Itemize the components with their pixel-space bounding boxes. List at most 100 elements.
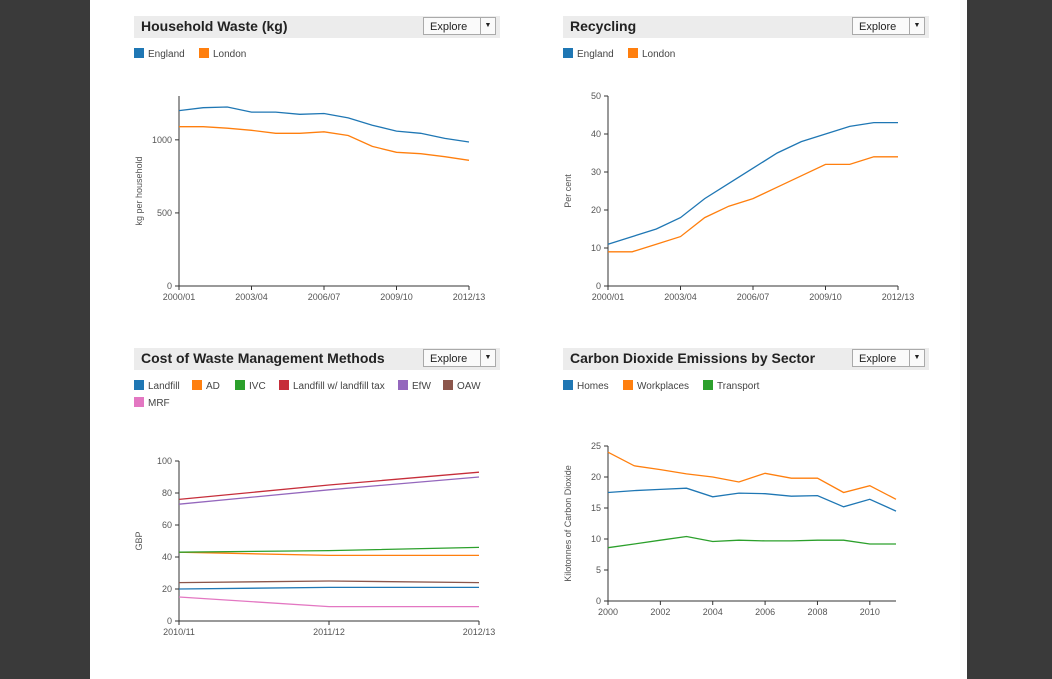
y-tick-label: 5 [596, 565, 601, 575]
chevron-down-icon: ▼ [480, 350, 495, 366]
legend-item[interactable]: OAW [443, 380, 481, 392]
y-tick-label: 20 [162, 584, 172, 594]
series-line-ad [178, 551, 479, 557]
x-tick-label: 2012/13 [882, 292, 915, 302]
x-tick-label: 2002 [650, 607, 670, 617]
y-axis-label: GBP [134, 531, 144, 550]
explore-dropdown[interactable]: Explore ▼ [423, 349, 496, 367]
household-waste-panel: Household Waste (kg) Explore ▼ England L… [134, 16, 500, 302]
carbon-dioxide-chart: 0 5 10 15 20 25 2000 2002 2004 2006 2008 2010 Kiloto… [563, 441, 897, 617]
legend-item[interactable]: England [563, 48, 614, 60]
chevron-down-icon: ▼ [909, 350, 924, 366]
explore-dropdown[interactable]: Explore ▼ [852, 349, 925, 367]
legend-item[interactable]: MRF [134, 397, 170, 409]
legend-item[interactable]: Landfill w/ landfill tax [279, 380, 385, 392]
y-tick-label: 60 [162, 520, 172, 530]
x-tick-label: 2000/01 [592, 292, 625, 302]
series-line-london [608, 156, 898, 253]
series-line-landfill [178, 586, 479, 590]
legend-item[interactable]: London [628, 48, 675, 60]
chevron-down-icon: ▼ [480, 18, 495, 34]
carbon-dioxide-panel: Carbon Dioxide Emissions by Sector Explo… [563, 348, 929, 638]
y-axis-label: Per cent [563, 174, 573, 208]
y-tick-label: 0 [596, 281, 601, 291]
panel-header: Household Waste (kg) Explore ▼ [134, 16, 500, 38]
panel-title: Household Waste (kg) [141, 18, 288, 34]
legend-label: AD [206, 381, 220, 392]
panel-title: Recycling [570, 18, 637, 34]
series-line-england [178, 106, 470, 143]
series-line-oaw [178, 580, 480, 584]
legend-label: London [213, 49, 247, 60]
legend-swatch [134, 48, 144, 58]
series-line-london [179, 126, 470, 161]
legend-label: OAW [457, 381, 481, 392]
legend-item[interactable]: IVC [235, 380, 266, 392]
y-tick-label: 40 [162, 552, 172, 562]
legend-label: Landfill [148, 381, 180, 392]
series-line-homes [607, 487, 897, 512]
panel-header: Carbon Dioxide Emissions by Sector Explo… [563, 348, 929, 370]
legend-label: Workplaces [637, 381, 690, 392]
y-tick-label: 20 [591, 205, 601, 215]
legend-swatch [279, 380, 289, 390]
legend-label: London [642, 49, 676, 60]
series-line-workplaces [607, 451, 897, 500]
x-tick-label: 2009/10 [809, 292, 842, 302]
y-tick-label: 10 [591, 534, 601, 544]
y-tick-label: 1000 [152, 135, 172, 145]
explore-label: Explore [859, 353, 897, 365]
x-tick-label: 2000 [598, 607, 618, 617]
x-tick-label: 2000/01 [163, 292, 196, 302]
legend-swatch [134, 397, 144, 407]
series-line-england [607, 121, 898, 245]
legend-label: England [577, 49, 614, 60]
legend-item[interactable]: EfW [398, 380, 431, 392]
y-axis-label: kg per household [134, 156, 144, 225]
x-tick-label: 2006/07 [308, 292, 341, 302]
x-tick-label: 2006 [755, 607, 775, 617]
cost-of-waste-chart: 0 20 40 60 80 100 2010/11 2011/12 2012/13 GBP [134, 456, 495, 637]
panel-header: Recycling Explore ▼ [563, 16, 929, 38]
x-tick-label: 2004 [703, 607, 723, 617]
panel-title: Carbon Dioxide Emissions by Sector [570, 350, 816, 366]
explore-dropdown[interactable]: Explore ▼ [423, 17, 496, 35]
x-tick-label: 2008 [807, 607, 827, 617]
x-tick-label: 2012/13 [453, 292, 486, 302]
y-tick-label: 15 [591, 503, 601, 513]
cost-of-waste-panel: Cost of Waste Management Methods Explore… [134, 348, 500, 638]
y-tick-label: 100 [157, 456, 172, 466]
legend-item[interactable]: Transport [703, 380, 759, 392]
series-line-transport [607, 535, 896, 549]
y-tick-label: 25 [591, 441, 601, 451]
legend-label: IVC [249, 381, 266, 392]
legend-item[interactable]: AD [192, 380, 220, 392]
x-tick-label: 2006/07 [737, 292, 770, 302]
x-tick-label: 2010/11 [163, 627, 195, 637]
legend-label: England [148, 49, 185, 60]
series-line-landfill-w-landfill-tax [178, 471, 480, 501]
legend-swatch [563, 48, 573, 58]
legend-label: Homes [577, 381, 609, 392]
recycling-panel: Recycling Explore ▼ England London 0 10 20… [563, 16, 929, 302]
legend-swatch [235, 380, 245, 390]
y-tick-label: 0 [167, 281, 172, 291]
legend-item[interactable]: Workplaces [623, 380, 689, 392]
legend-label: MRF [148, 398, 170, 409]
x-tick-label: 2010 [860, 607, 880, 617]
legend-swatch [398, 380, 408, 390]
y-tick-label: 40 [591, 129, 601, 139]
dashboard-sheet: Household Waste (kg) Explore ▼ England L… [90, 0, 967, 679]
x-tick-label: 2003/04 [235, 292, 268, 302]
explore-label: Explore [430, 353, 468, 365]
y-tick-label: 10 [591, 243, 601, 253]
legend-swatch [199, 48, 209, 58]
legend-swatch [192, 380, 202, 390]
legend-item[interactable]: Homes [563, 380, 609, 392]
explore-dropdown[interactable]: Explore ▼ [852, 17, 925, 35]
legend-item[interactable]: England [134, 48, 185, 60]
legend-label: Landfill w/ landfill tax [293, 381, 385, 392]
legend-item[interactable]: London [199, 48, 246, 60]
legend-item[interactable]: Landfill [134, 380, 180, 392]
legend-swatch [628, 48, 638, 58]
